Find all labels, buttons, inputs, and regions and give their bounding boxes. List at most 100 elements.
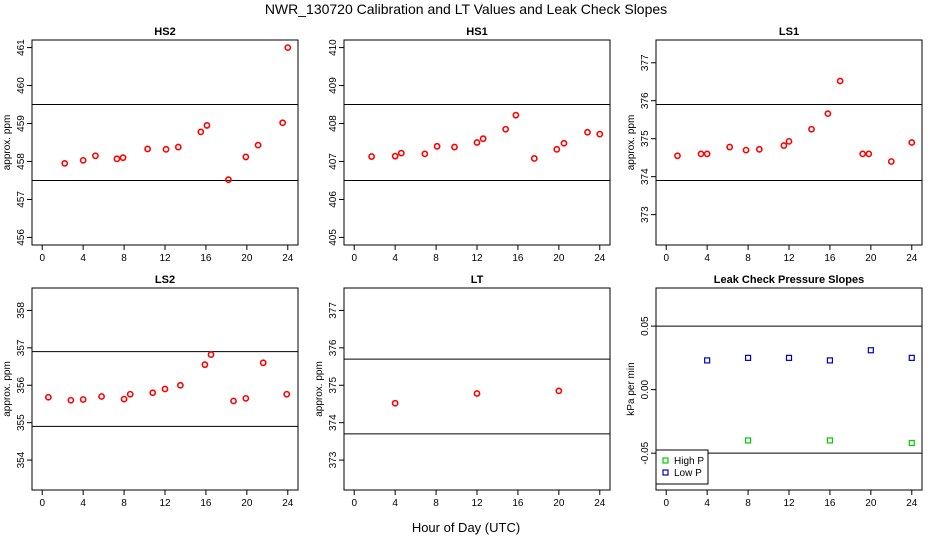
x-axis-label: Hour of Day (UTC) [412,520,520,535]
y-tick-label: 357 [16,339,27,356]
data-point [119,154,127,162]
data-point [785,137,793,145]
data-point [867,347,874,354]
x-tick-label: 24 [906,498,918,509]
x-tick-label: 4 [704,253,710,264]
data-point [584,128,591,136]
data-point [279,119,287,127]
data-point [785,354,793,361]
x-tick-label: 8 [121,498,127,509]
data-point [744,437,752,444]
data-point [397,149,405,157]
data-point [887,158,895,165]
data-point [225,176,232,184]
plot-frame [343,287,611,491]
main-title: NWR_130720 Calibration and LT Values and… [265,1,667,17]
data-point [836,77,844,85]
chart-panel-4: LS2 approx. ppm 0 4 8 12 16 20 24 354 355 356 357 358 [2,274,299,509]
y-axis-label: approx. ppm [314,361,325,417]
y-tick-label: 358 [16,302,27,319]
panel-title: LS2 [155,274,175,286]
data-point [908,439,915,447]
panel-title: LT [471,274,484,286]
x-tick-label: 12 [783,498,795,509]
data-point [808,125,815,133]
data-point [473,390,481,397]
panel-title: HS1 [466,26,487,38]
x-tick-label: 0 [39,253,45,264]
x-tick-label: 8 [433,253,439,264]
data-point [859,150,867,158]
data-point [560,139,568,147]
data-point [530,155,538,162]
y-tick-label: 354 [16,451,27,468]
x-tick-label: 12 [783,253,795,264]
data-point [284,44,292,51]
x-tick-label: 0 [39,498,45,509]
plot-frame [31,287,299,491]
y-tick-label: 376 [640,92,651,109]
x-tick-label: 0 [663,498,669,509]
x-tick-label: 4 [392,253,398,264]
x-tick-label: 24 [906,253,918,264]
data-point [391,399,399,407]
data-point [479,135,487,143]
data-point [755,145,763,153]
data-point [174,143,182,151]
data-point [176,381,184,389]
panel-title: LS1 [779,26,799,38]
data-point [44,393,52,401]
y-axis-label: approx. ppm [2,115,13,171]
data-point [674,152,681,160]
data-point [259,359,267,367]
x-tick-label: 24 [594,498,606,509]
y-tick-label: 377 [328,302,339,319]
panels-group: HS2 approx. ppm 0 4 8 12 16 20 24 456 457 458 459 460… [2,26,923,509]
data-point [826,437,834,444]
data-point [368,153,376,160]
data-point [780,142,788,149]
plot-frame [655,39,923,246]
x-tick-label: 4 [704,498,710,509]
y-tick-label: 459 [16,115,27,132]
y-tick-label: 409 [328,77,339,94]
y-tick-label: 374 [328,414,339,431]
x-tick-label: 20 [553,253,565,264]
y-tick-label: 0.00 [640,379,651,399]
x-tick-label: 24 [282,498,294,509]
x-tick-label: 16 [512,498,524,509]
y-tick-label: 406 [328,191,339,208]
legend-label: High P [674,456,704,467]
data-point [512,111,520,119]
y-tick-label: 355 [16,414,27,431]
y-axis-label: kPa per min [626,362,637,415]
y-tick-label: 460 [16,77,27,94]
data-point [126,390,134,398]
data-point [553,145,561,153]
y-tick-label: 458 [16,153,27,170]
chart-panel-1: HS2 approx. ppm 0 4 8 12 16 20 24 456 457 458 459 460… [2,26,299,264]
x-tick-label: 16 [200,253,212,264]
x-tick-label: 12 [471,253,483,264]
data-point [865,150,873,158]
chart-panel-6: Leak Check Pressure Slopes kPa per min 0 4 8… [626,274,923,509]
x-tick-label: 0 [663,253,669,264]
legend-marker [662,457,669,464]
y-tick-label: 408 [328,115,339,132]
y-tick-label: 407 [328,153,339,170]
data-point [824,110,832,118]
data-point [697,150,705,158]
data-point [451,143,458,151]
data-point [197,128,205,136]
data-point [144,145,152,153]
data-point [421,150,429,158]
data-point [473,139,481,146]
x-tick-label: 24 [282,253,294,264]
data-point [61,159,69,167]
x-tick-label: 20 [241,253,253,264]
data-point [207,351,215,358]
data-point [162,145,170,153]
data-point [161,385,169,393]
y-tick-label: 375 [640,130,651,147]
